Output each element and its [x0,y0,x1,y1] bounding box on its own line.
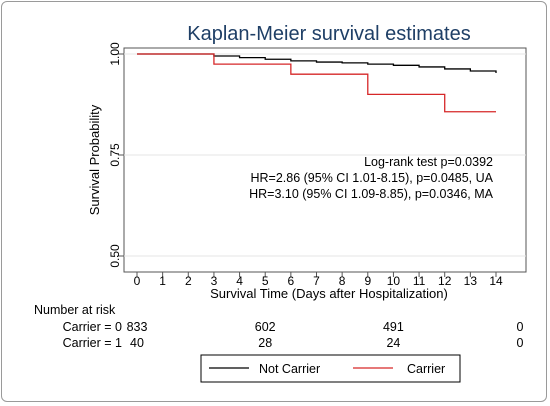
y-axis-title: Survival Probability [87,104,102,215]
x-tick-label: 2 [185,274,192,288]
series-layer [137,53,497,113]
x-tick-label: 14 [489,274,503,288]
x-tick-label: 5 [262,274,269,288]
risk-row-label: Carrier = 0 [63,320,122,334]
x-tick-label: 13 [464,274,478,288]
x-tick-label: 3 [211,274,218,288]
y-tick-label: 0.50 [108,244,122,268]
annotation-hr-ua: HR=2.86 (95% CI 1.01-8.15), p=0.0485, UA [250,171,493,185]
km-chart: Kaplan-Meier survival estimates 0.50 0.75… [34,23,527,383]
chart-title: Kaplan-Meier survival estimates [187,23,470,45]
x-tick-label: 7 [313,274,320,288]
annotation-logrank: Log-rank test p=0.0392 [364,155,493,169]
legend-label-carrier: Carrier [407,362,445,376]
y-axis: 0.50 0.75 1.00 [108,42,124,268]
risk-count: 28 [258,336,272,350]
risk-count: 491 [383,320,404,334]
x-axis: 0 1 2 3 4 5 6 7 8 9 10 11 12 13 14 [134,272,503,288]
series-line-carrier [137,53,496,113]
risk-table-title: Number at risk [34,303,116,317]
x-tick-label: 4 [236,274,243,288]
risk-count: 0 [517,336,524,350]
x-tick-label: 1 [159,274,166,288]
risk-count: 602 [255,320,276,334]
x-tick-label: 9 [364,274,371,288]
annotation-hr-ma: HR=3.10 (95% CI 1.09-8.85), p=0.0346, MA [249,187,494,201]
legend: Not Carrier Carrier [200,354,461,383]
legend-label-not-carrier: Not Carrier [259,362,320,376]
y-tick-label: 0.75 [108,143,122,167]
x-axis-title: Survival Time (Days after Hospitalizatio… [210,286,448,301]
x-tick-label: 0 [134,274,141,288]
annotations: Log-rank test p=0.0392 HR=2.86 (95% CI 1… [249,155,494,201]
risk-count: 40 [130,336,144,350]
plot-frame [123,47,527,273]
series-line-not-carrier [137,53,497,73]
risk-table: Number at risk Carrier = 0 Carrier = 1 8… [34,303,524,350]
risk-values: 833 602 491 0 40 28 24 0 [127,320,524,350]
x-tick-label: 6 [288,274,295,288]
x-tick-label: 8 [339,274,346,288]
risk-count: 0 [517,320,524,334]
risk-row-label: Carrier = 1 [63,336,122,350]
y-tick-label: 1.00 [108,42,122,66]
x-tick-label: 11 [413,274,426,288]
x-tick-label: 10 [387,274,401,288]
risk-count: 833 [127,320,148,334]
x-tick-label: 12 [438,274,452,288]
risk-count: 24 [386,336,400,350]
